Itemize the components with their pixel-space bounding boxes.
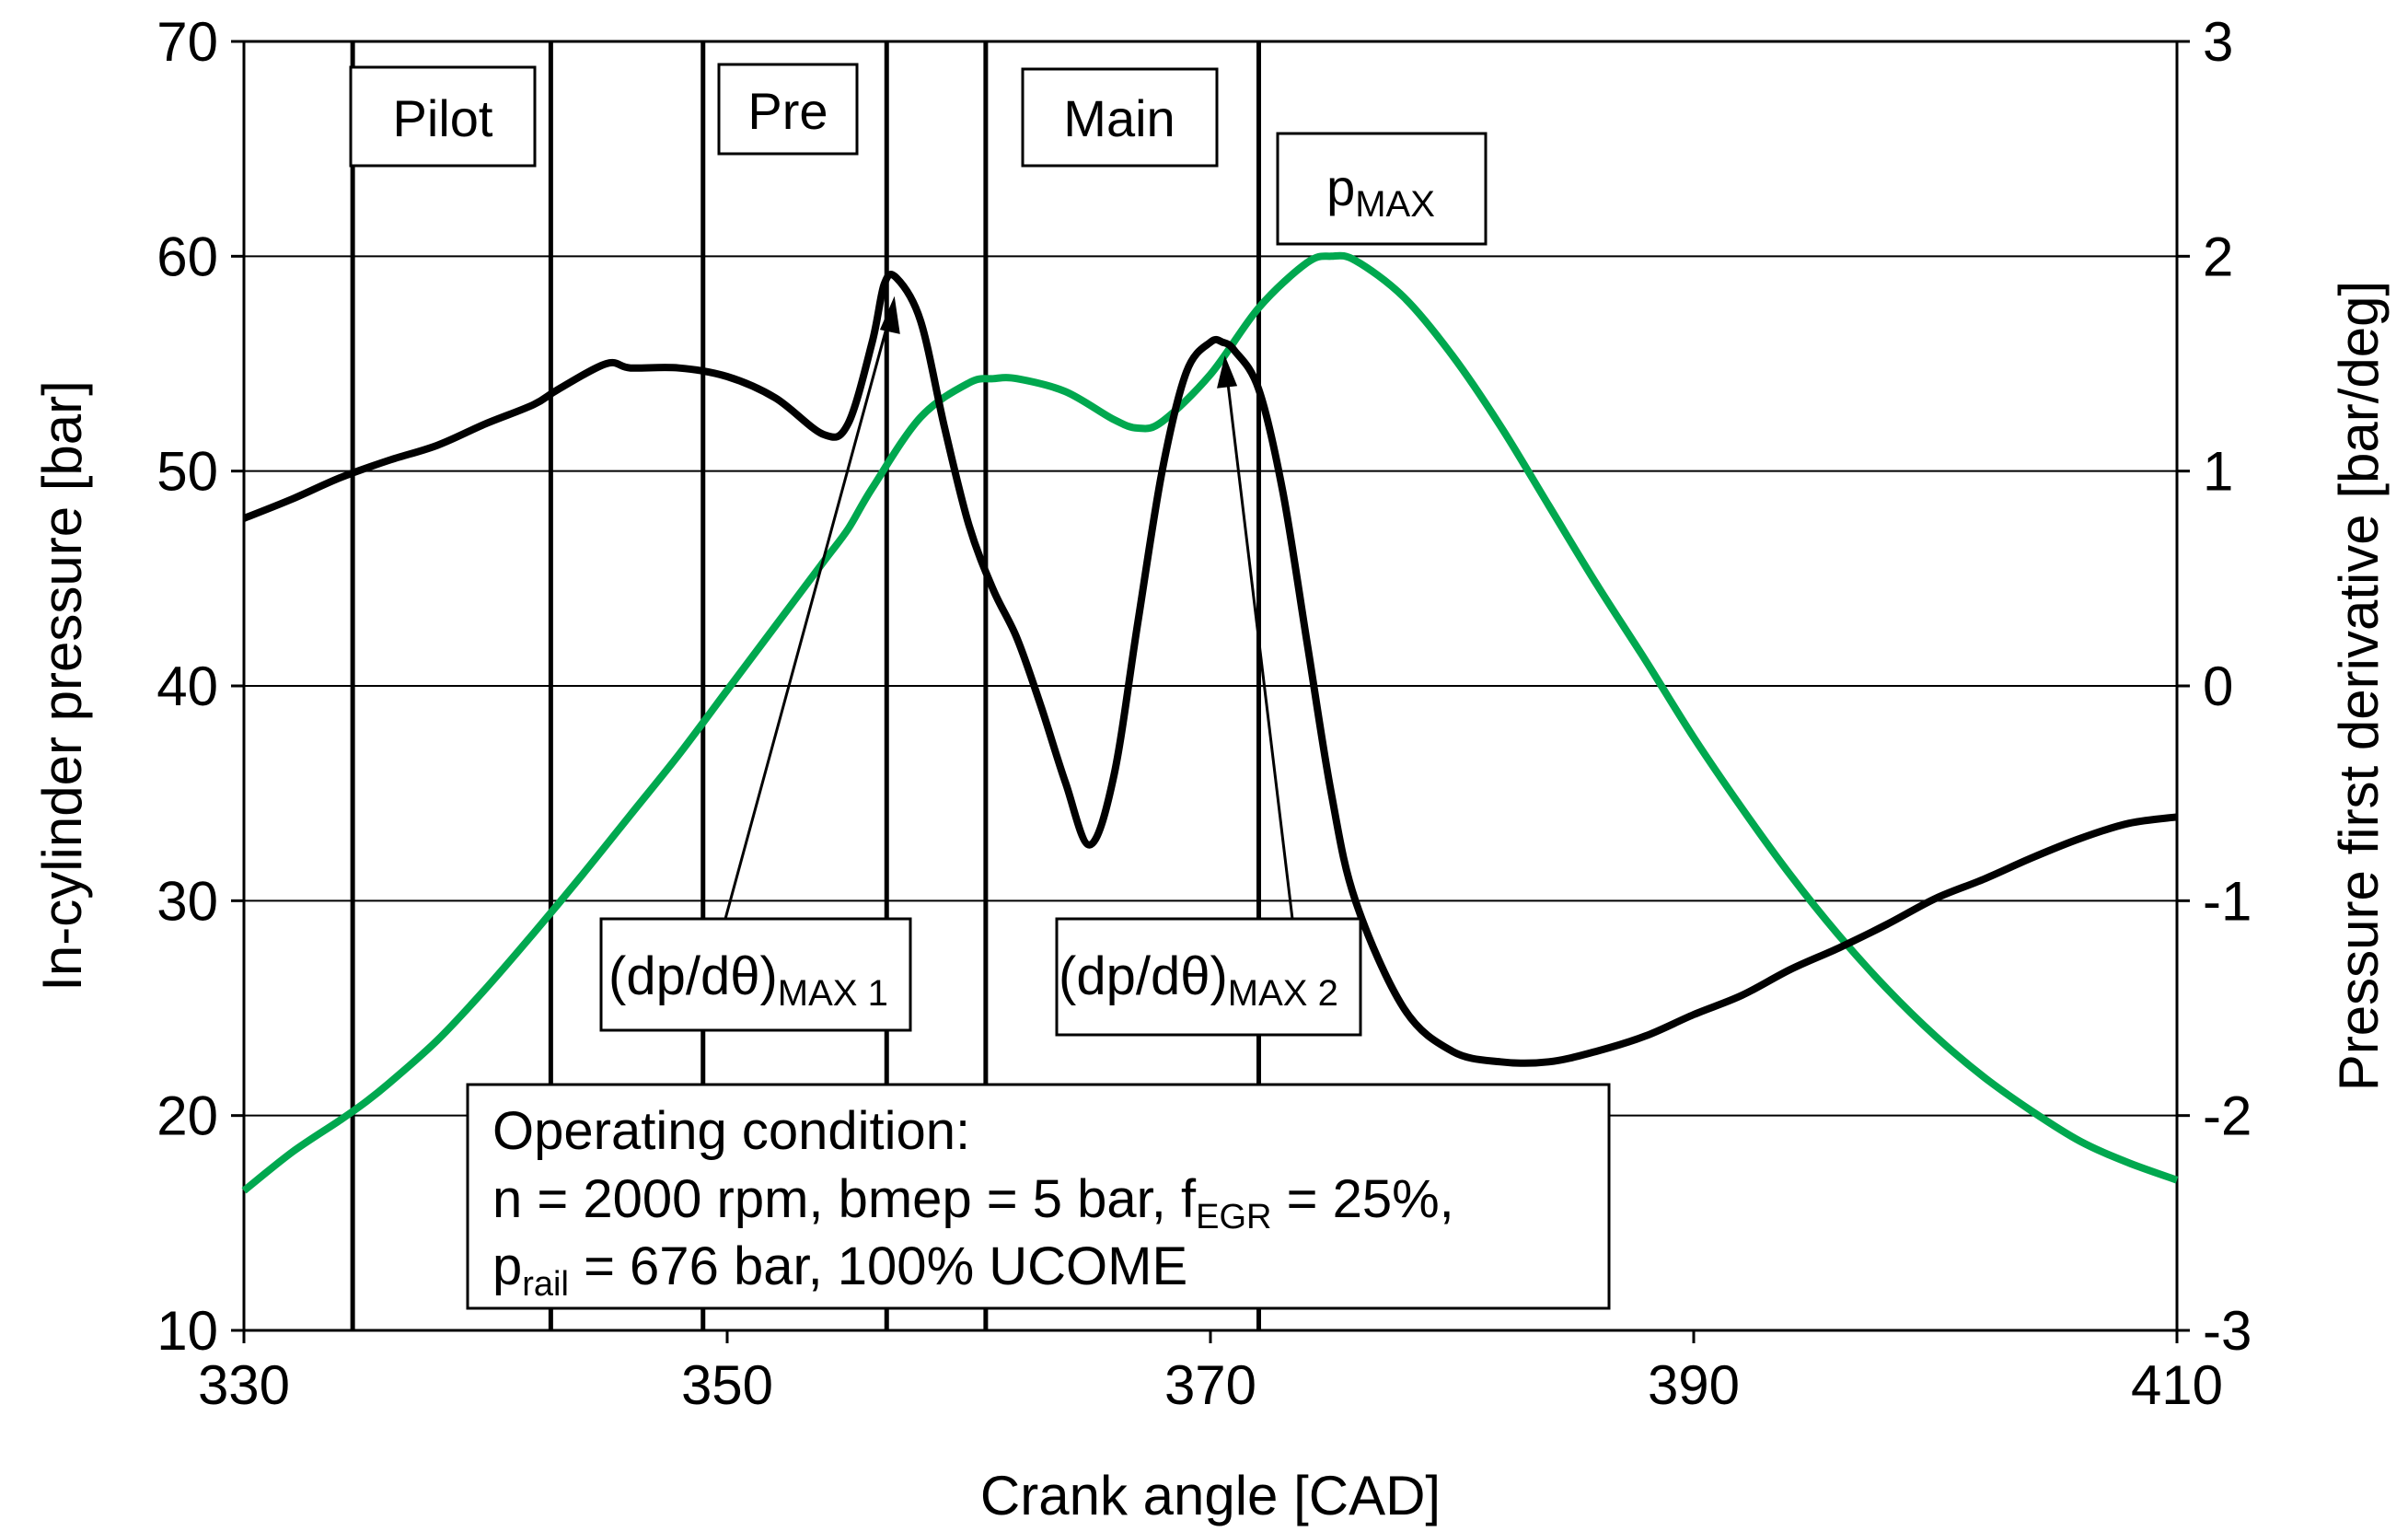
x-tick-label: 410: [2131, 1354, 2223, 1416]
x-tick-label: 330: [198, 1354, 290, 1416]
y-tick-label: 70: [156, 11, 218, 73]
dpdtheta-max1-text: (dp/dθ)MAX 1: [608, 946, 888, 1014]
y2-tick-label: -3: [2203, 1300, 2252, 1362]
y-axis-ticks: 10 20 30 40 50 60 70: [156, 11, 244, 1362]
y2-tick-label: 3: [2203, 11, 2233, 73]
pmax-label-text: pMAX: [1326, 158, 1435, 225]
x-axis-ticks: 330 350 370 390 410: [198, 1330, 2223, 1416]
operating-condition-line2: prail = 676 bar, 100% UCOME: [492, 1236, 1187, 1304]
y2-axis-label: Pressure first derivative [bar/deg]: [2328, 281, 2390, 1091]
y2-axis-ticks: -3 -2 -1 0 1 2 3: [2177, 11, 2252, 1362]
y-axis-label: In-cylinder pressure [bar]: [31, 380, 93, 992]
y2-tick-label: -2: [2203, 1085, 2252, 1147]
x-tick-label: 370: [1164, 1354, 1256, 1416]
operating-condition-title: Operating condition:: [492, 1101, 970, 1161]
pmax-label: pMAX: [1276, 132, 1488, 246]
y-tick-label: 20: [156, 1085, 218, 1147]
y2-tick-label: -1: [2203, 870, 2252, 932]
y2-tick-label: 0: [2203, 656, 2233, 717]
x-axis-label: Crank angle [CAD]: [980, 1465, 1441, 1526]
phase-label-pre: Pre: [717, 63, 859, 156]
y-tick-label: 30: [156, 870, 218, 932]
operating-condition-box: Operating condition: n = 2000 rpm, bmep …: [466, 1083, 1611, 1310]
arrow-max1-head: [879, 296, 900, 334]
y2-tick-label: 2: [2203, 226, 2233, 287]
phase-label-main: Main: [1021, 67, 1219, 168]
dpdtheta-max1-label: (dp/dθ)MAX 1: [599, 917, 912, 1032]
x-tick-label: 390: [1648, 1354, 1740, 1416]
arrow-max2-head: [1217, 355, 1238, 389]
phase-label-pilot-text: Pilot: [393, 89, 493, 147]
y2-tick-label: 1: [2203, 441, 2233, 503]
phase-label-main-text: Main: [1063, 89, 1175, 147]
dpdtheta-max2-text: (dp/dθ)MAX 2: [1059, 946, 1338, 1014]
operating-condition-line1: n = 2000 rpm, bmep = 5 bar, fEGR = 25%,: [492, 1169, 1454, 1236]
phase-label-pre-text: Pre: [747, 82, 828, 140]
y-tick-label: 60: [156, 226, 218, 287]
x-tick-label: 350: [681, 1354, 773, 1416]
arrow-max1-line: [724, 310, 893, 920]
annotation-arrows: [724, 296, 1294, 920]
phase-label-pilot: Pilot: [349, 65, 537, 168]
arrow-max2-line: [1224, 367, 1294, 920]
y-tick-label: 40: [156, 656, 218, 717]
y-tick-label: 10: [156, 1300, 218, 1362]
y-tick-label: 50: [156, 441, 218, 503]
derivative-series-line: [242, 271, 2178, 1067]
pressure-series-line: [241, 251, 2179, 1194]
dpdtheta-max2-label: (dp/dθ)MAX 2: [1055, 917, 1362, 1037]
